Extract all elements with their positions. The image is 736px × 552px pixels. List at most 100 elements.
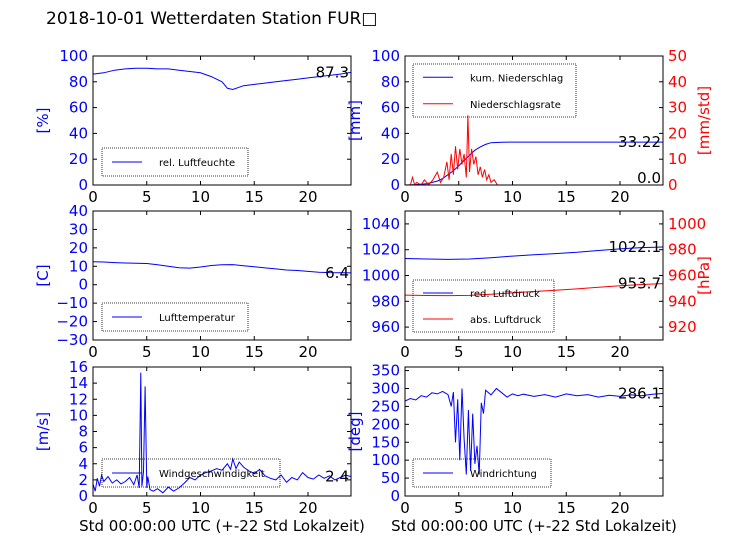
humidity-y-axis-label: [%] <box>34 108 52 134</box>
precipitation-y2-tick-label: 10 <box>668 150 687 168</box>
pressure-y-tick-label: 960 <box>371 318 400 336</box>
winddirection-series-line-1 <box>405 387 663 475</box>
temperature-x-tick-label: 5 <box>142 343 152 361</box>
winddirection-y-axis-label: [deg] <box>346 412 364 452</box>
humidity-legend-label-1: rel. Luftfeuchte <box>159 158 235 169</box>
pressure-legend-box <box>412 279 555 333</box>
temperature-legend-box <box>101 302 249 332</box>
windspeed-last-value: 2.4 <box>325 468 349 486</box>
humidity-y-tick-label: 40 <box>69 124 88 142</box>
pressure-y2-axis-label: [hPa] <box>695 256 713 295</box>
precipitation-y2-axis-label: [mm/std] <box>695 86 713 155</box>
precipitation-y-tick-label: 40 <box>381 124 400 142</box>
windspeed-y-tick-label: 4 <box>78 455 88 473</box>
precipitation-x-tick-label: 20 <box>610 188 629 206</box>
chart-title: 2018-10-01 Wetterdaten Station FUR□ <box>46 9 378 29</box>
precipitation-y-tick-label: 60 <box>381 99 400 117</box>
winddirection-x-tick-label: 10 <box>503 499 522 517</box>
pressure-legend-label-2: abs. Luftdruck <box>470 315 541 326</box>
winddirection-y-tick-label: 350 <box>371 362 400 380</box>
temperature-y-tick-label: 0 <box>78 276 88 294</box>
temperature-y-tick-label: 20 <box>69 239 88 257</box>
windspeed-y-tick-label: 6 <box>78 439 88 457</box>
winddirection-y-tick-label: 300 <box>371 380 400 398</box>
winddirection-legend-box <box>412 458 552 488</box>
pressure-y-tick-label: 1000 <box>362 267 400 285</box>
windspeed-y-axis-label: [m/s] <box>34 412 52 451</box>
pressure-y2-tick-label: 980 <box>668 241 697 259</box>
temperature-y-tick-label: 30 <box>69 220 88 238</box>
precipitation-y-tick-label: 0 <box>390 176 400 194</box>
precipitation-y2-tick-label: 0 <box>668 176 678 194</box>
winddirection-plot-frame <box>404 366 664 497</box>
pressure-y-tick-label: 1020 <box>362 241 400 259</box>
windspeed-y-tick-label: 2 <box>78 471 88 489</box>
temperature-y-tick-label: −30 <box>56 331 88 349</box>
winddirection-x-axis-label: Std 00:00:00 UTC (+-22 Std Lokalzeit) <box>391 517 677 535</box>
pressure-y-tick-label: 1040 <box>362 215 400 233</box>
temperature-y-tick-label: −10 <box>56 294 88 312</box>
humidity-plot-frame <box>92 55 352 186</box>
windspeed-x-tick-label: 5 <box>142 499 152 517</box>
windspeed-x-tick-label: 10 <box>191 499 210 517</box>
humidity-x-tick-label: 5 <box>142 188 152 206</box>
windspeed-legend-box <box>101 458 281 488</box>
winddirection-y-tick-label: 200 <box>371 415 400 433</box>
humidity-y-tick-label: 20 <box>69 150 88 168</box>
pressure-x-tick-label: 0 <box>400 343 410 361</box>
pressure-series-line-1 <box>405 246 663 260</box>
pressure-y2-tick-label: 1000 <box>668 215 706 233</box>
temperature-y-tick-label: 10 <box>69 257 88 275</box>
winddirection-y-tick-label: 150 <box>371 433 400 451</box>
precipitation-y2-tick-label: 40 <box>668 73 687 91</box>
windspeed-legend-label-1: Windgeschwindigkeit <box>159 469 265 480</box>
temperature-x-tick-label: 15 <box>245 343 264 361</box>
temperature-x-tick-label: 10 <box>191 343 210 361</box>
winddirection-x-tick-label: 20 <box>610 499 629 517</box>
humidity-y-tick-label: 100 <box>59 47 88 65</box>
pressure-y2-tick-label: 960 <box>668 267 697 285</box>
windspeed-series-line-1 <box>93 372 351 494</box>
temperature-y-tick-label: 40 <box>69 202 88 220</box>
precipitation-y-tick-label: 20 <box>381 150 400 168</box>
windspeed-y-tick-label: 14 <box>69 374 88 392</box>
pressure-series-line-2 <box>405 283 663 297</box>
precipitation-series-line-2 <box>409 115 663 185</box>
windspeed-y-tick-label: 10 <box>69 406 88 424</box>
pressure-y2-tick-label: 920 <box>668 318 697 336</box>
humidity-y-tick-label: 60 <box>69 99 88 117</box>
precipitation-plot-frame <box>404 55 664 186</box>
precipitation-x-tick-label: 0 <box>400 188 410 206</box>
precipitation-series-line-1 <box>405 141 663 185</box>
precipitation-last-value-2: 0.0 <box>637 169 661 187</box>
pressure-x-tick-label: 5 <box>454 343 464 361</box>
pressure-y-tick-label: 980 <box>371 292 400 310</box>
precipitation-legend-label-1: kum. Niederschlag <box>470 73 563 84</box>
humidity-y-tick-label: 0 <box>78 176 88 194</box>
precipitation-y2-tick-label: 20 <box>668 124 687 142</box>
windspeed-x-tick-label: 20 <box>298 499 317 517</box>
temperature-last-value: 6.4 <box>325 264 349 282</box>
pressure-x-tick-label: 10 <box>503 343 522 361</box>
temperature-series-line-1 <box>93 261 351 274</box>
humidity-x-tick-label: 10 <box>191 188 210 206</box>
winddirection-y-tick-label: 250 <box>371 397 400 415</box>
temperature-x-tick-label: 20 <box>298 343 317 361</box>
humidity-x-tick-label: 0 <box>88 188 98 206</box>
temperature-x-tick-label: 0 <box>88 343 98 361</box>
winddirection-last-value: 286.1 <box>618 384 661 402</box>
windspeed-x-axis-label: Std 00:00:00 UTC (+-22 Std Lokalzeit) <box>79 517 365 535</box>
winddirection-x-tick-label: 5 <box>454 499 464 517</box>
precipitation-y-axis-label: [mm] <box>346 100 364 141</box>
pressure-legend-label-1: red. Luftdruck <box>470 289 540 300</box>
windspeed-y-tick-label: 0 <box>78 487 88 505</box>
windspeed-y-tick-label: 8 <box>78 423 88 441</box>
temperature-y-tick-label: −20 <box>56 313 88 331</box>
winddirection-x-tick-label: 15 <box>557 499 576 517</box>
precipitation-y-tick-label: 80 <box>381 73 400 91</box>
windspeed-y-tick-label: 12 <box>69 390 88 408</box>
windspeed-y-tick-label: 16 <box>69 358 88 376</box>
pressure-y2-tick-label: 940 <box>668 292 697 310</box>
winddirection-y-tick-label: 50 <box>381 469 400 487</box>
